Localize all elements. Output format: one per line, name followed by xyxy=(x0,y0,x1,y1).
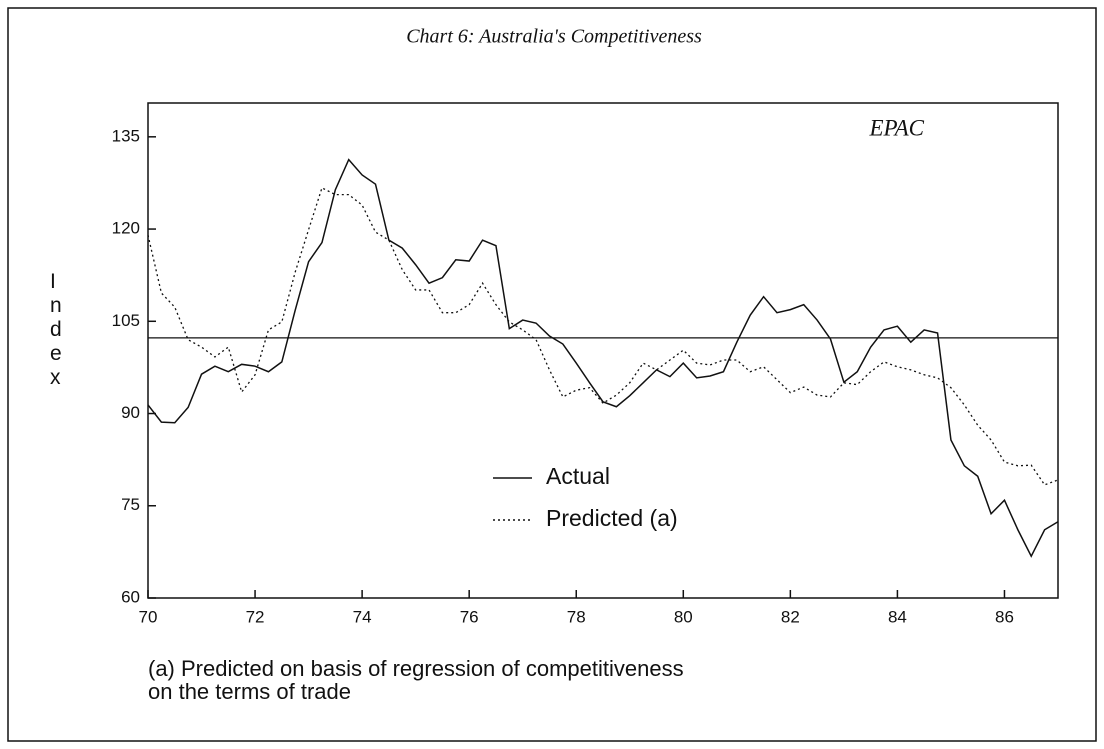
y-tick-label: 120 xyxy=(112,219,140,238)
legend-label: Predicted (a) xyxy=(546,505,678,531)
series-line xyxy=(147,186,1059,486)
y-tick-label: 75 xyxy=(121,495,140,514)
x-tick-label: 70 xyxy=(139,607,158,626)
x-tick-label: 74 xyxy=(353,607,372,626)
annotation: EPAC xyxy=(868,115,924,140)
y-tick-label: 60 xyxy=(121,587,140,606)
x-tick-label: 72 xyxy=(246,607,265,626)
y-axis-label: Index xyxy=(50,270,82,389)
note: on the terms of trade xyxy=(148,679,351,704)
plot-frame xyxy=(147,102,1059,599)
y-tick-label: 135 xyxy=(112,126,140,145)
x-tick-label: 84 xyxy=(888,607,907,626)
x-tick-label: 76 xyxy=(460,607,479,626)
chart-title: Chart 6: Australia's Competitiveness xyxy=(406,26,702,48)
x-tick-label: 78 xyxy=(567,607,586,626)
y-tick-label: 90 xyxy=(121,403,140,422)
y-tick-label: 105 xyxy=(112,311,140,330)
series-line xyxy=(147,158,1059,558)
frame xyxy=(7,7,1097,742)
legend-label: Actual xyxy=(546,463,610,489)
x-tick-label: 82 xyxy=(781,607,800,626)
x-tick-label: 80 xyxy=(674,607,693,626)
note: (a) Predicted on basis of regression of … xyxy=(148,656,684,681)
x-tick-label: 86 xyxy=(995,607,1014,626)
